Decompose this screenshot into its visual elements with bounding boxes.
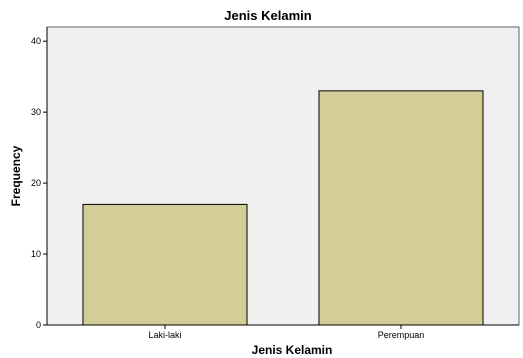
axes-layer xyxy=(46,27,519,326)
chart-title: Jenis Kelamin xyxy=(224,8,311,23)
y-tick-label-30: 30 xyxy=(31,107,41,117)
y-tick-label-10: 10 xyxy=(31,249,41,259)
x-tick-label-laki-laki: Laki-laki xyxy=(148,330,181,340)
bars-layer xyxy=(82,90,484,326)
ticks-layer: 0 10 20 30 40 Laki-laki Perempuan xyxy=(31,36,424,340)
bar-perempuan xyxy=(318,90,484,326)
y-tick-label-20: 20 xyxy=(31,178,41,188)
y-axis-label: Frequency xyxy=(9,145,23,206)
y-tick-label-0: 0 xyxy=(36,320,41,330)
x-axis-label: Jenis Kelamin xyxy=(252,343,333,357)
bar-laki-laki xyxy=(82,203,248,326)
y-tick-label-40: 40 xyxy=(31,36,41,46)
x-tick-label-perempuan: Perempuan xyxy=(378,330,425,340)
